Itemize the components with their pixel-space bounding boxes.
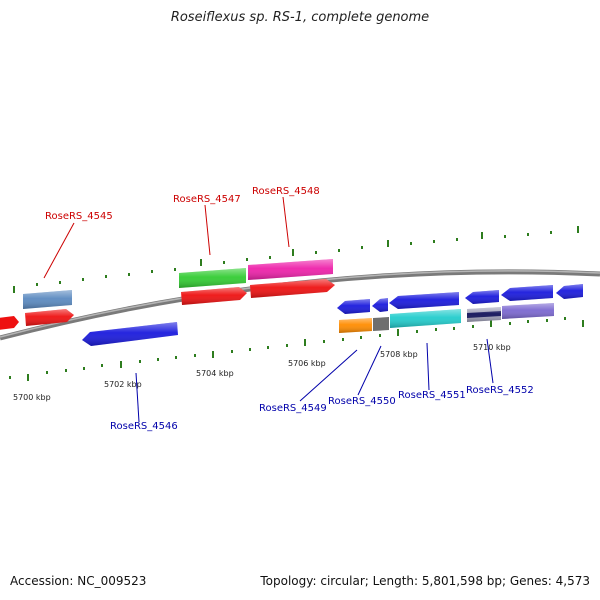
tick-label-5700: 5700 kbp	[13, 393, 51, 402]
accession-label: Accession: NC_009523	[10, 574, 147, 588]
tick-label-5702: 5702 kbp	[104, 380, 142, 389]
upper-tick-track	[13, 226, 579, 293]
gene-label-rosers-4550[interactable]: RoseRS_4550	[328, 396, 396, 407]
reverse-features	[82, 284, 583, 346]
gene-label-rosers-4546[interactable]: RoseRS_4546	[110, 421, 178, 432]
gene-label-rosers-4545[interactable]: RoseRS_4545	[45, 211, 113, 222]
tick-label-5706: 5706 kbp	[288, 359, 326, 368]
gene-label-rosers-4548[interactable]: RoseRS_4548	[252, 186, 320, 197]
genome-info-label: Topology: circular; Length: 5,801,598 bp…	[260, 574, 590, 588]
tick-label-5708: 5708 kbp	[380, 350, 418, 359]
gene-box-rosers-4550[interactable]	[373, 317, 389, 331]
tick-label-5710: 5710 kbp	[473, 343, 511, 352]
gene-arrow[interactable]	[0, 316, 19, 330]
forward-features	[0, 259, 335, 330]
gene-label-rosers-4547[interactable]: RoseRS_4547	[173, 194, 241, 205]
label-leader-lines	[43, 196, 494, 423]
gene-label-rosers-4549[interactable]: RoseRS_4549	[259, 403, 327, 414]
gene-label-rosers-4552[interactable]: RoseRS_4552	[466, 385, 534, 396]
genome-title: Roseiflexus sp. RS-1, complete genome	[170, 10, 430, 25]
lower-tick-track	[9, 317, 584, 381]
tick-label-5704: 5704 kbp	[196, 369, 234, 378]
gene-label-rosers-4551[interactable]: RoseRS_4551	[398, 390, 466, 401]
